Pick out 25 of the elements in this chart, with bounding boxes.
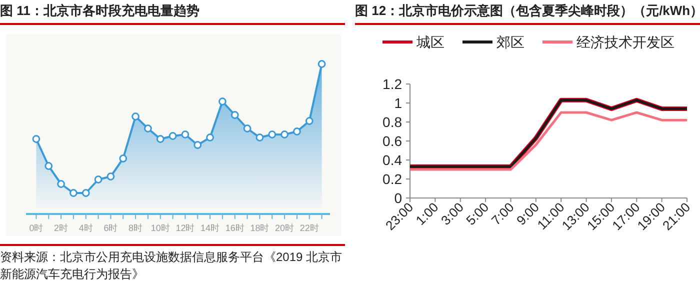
x-tick-label: 4时 xyxy=(78,223,93,233)
y-tick-label: 0 xyxy=(394,190,402,206)
x-tick-label: 14时 xyxy=(200,223,220,233)
y-tick-label: 0.8 xyxy=(382,114,402,130)
y-tick-label: 1.2 xyxy=(382,76,402,92)
y-tick-label: 0.4 xyxy=(382,152,402,168)
x-tick-label: 20时 xyxy=(275,223,294,233)
x-tick-label: 2时 xyxy=(54,223,68,233)
legend-label: 郊区 xyxy=(496,34,524,50)
x-tick-label: 16时 xyxy=(225,223,244,233)
x-tick-label: 0时 xyxy=(29,223,44,233)
chart-title: 图 12：北京市电价示意图（包含夏季尖峰时段）（元/kWh） xyxy=(355,2,700,25)
x-tick-label: 8时 xyxy=(128,223,143,233)
x-tick-label: 22时 xyxy=(300,223,319,233)
y-tick-label: 0.6 xyxy=(382,133,402,149)
legend-label: 经济技术开发区 xyxy=(576,34,674,50)
y-tick-label: 1 xyxy=(394,95,402,111)
legend-label: 城区 xyxy=(416,34,444,50)
y-tick-label: 0.2 xyxy=(382,171,402,187)
text: 资料来源：北京市公用充电设施数据信息服务平台《2019 北京市新能源汽车充电行为报告》 xyxy=(0,249,344,283)
chart-title: 图 11：北京市各时段充电电量趋势 xyxy=(0,2,345,25)
x-tick-label: 10时 xyxy=(150,223,170,233)
x-tick-label: 6时 xyxy=(104,223,118,233)
x-tick-label: 12时 xyxy=(176,223,195,233)
x-tick-label: 18时 xyxy=(250,223,270,233)
